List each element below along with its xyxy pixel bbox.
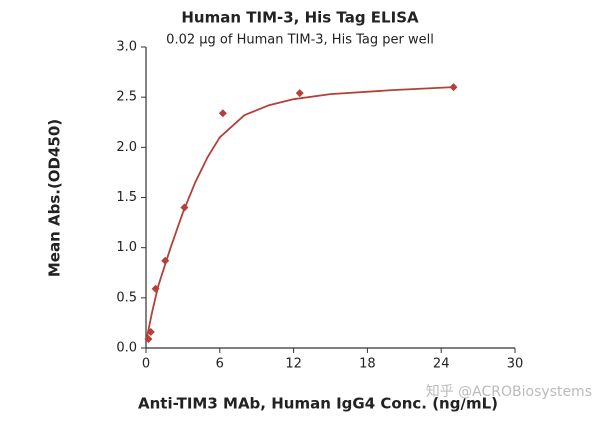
- x-axis-label: Anti-TIM3 MAb, Human IgG4 Conc. (ng/mL): [138, 395, 498, 413]
- x-tick-label: 24: [433, 357, 450, 372]
- y-tick-label: 1.0: [116, 240, 137, 255]
- fit-curve: [145, 86, 454, 343]
- x-tick-label: 12: [285, 357, 302, 372]
- chart-subtitle: 0.02 μg of Human TIM-3, His Tag per well: [166, 33, 434, 48]
- data-point: [218, 109, 227, 118]
- y-tick-label: 3.0: [116, 40, 137, 55]
- x-tick-label: 18: [359, 357, 376, 372]
- x-tick-label: 30: [507, 357, 524, 372]
- y-tick-label: 0.0: [116, 341, 137, 356]
- data-point: [295, 89, 304, 98]
- y-tick-label: 2.5: [116, 90, 137, 105]
- chart-title: Human TIM-3, His Tag ELISA: [181, 9, 419, 27]
- y-tick-label: 2.0: [116, 140, 137, 155]
- x-tick-label: 0: [142, 357, 150, 372]
- y-tick-label: 0.5: [116, 290, 137, 305]
- x-tick-label: 6: [216, 357, 224, 372]
- y-tick-label: 1.5: [116, 190, 137, 205]
- y-axis-label: Mean Abs.(OD450): [46, 119, 64, 277]
- watermark: 知乎 @ACROBiosystems: [426, 383, 592, 400]
